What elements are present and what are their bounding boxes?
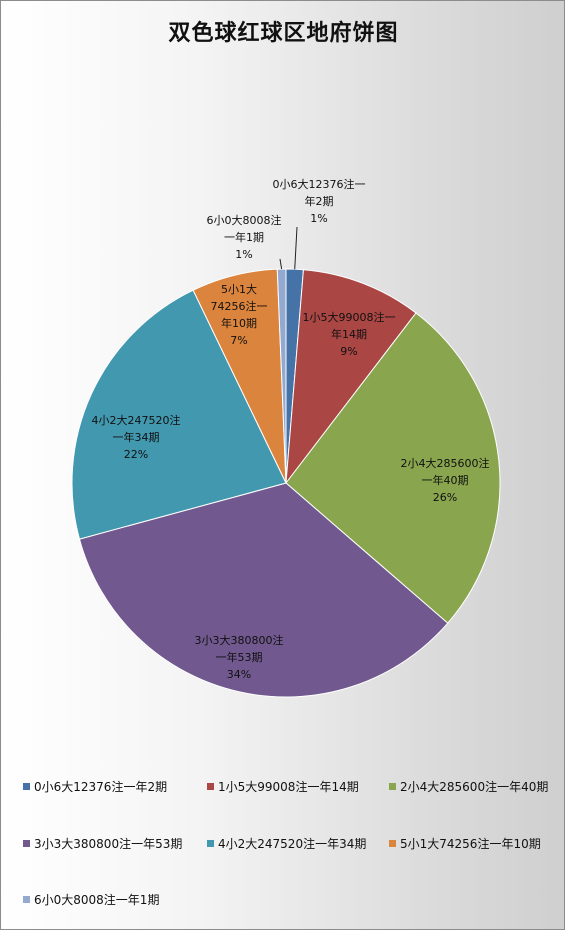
data-label-line: 26% (432, 490, 458, 504)
data-label-line: 3小3大380800注 (194, 633, 284, 647)
legend-label: 1小5大99008注一年14期 (218, 780, 359, 794)
legend-label: 0小6大12376注一年2期 (34, 780, 168, 794)
pie-slice (71, 289, 287, 540)
legend-label: 2小4大285600注一年40期 (400, 780, 549, 794)
legend-swatch (23, 783, 30, 790)
data-label-line: 7% (230, 334, 248, 347)
legend-item: 2小4大285600注一年40期 (389, 778, 548, 795)
data-label-line: 4小2大247520注 (91, 413, 181, 427)
legend-item: 3小3大380800注一年53期 (23, 835, 182, 852)
data-label-line: 1小5大99008注一 (302, 310, 396, 324)
leader-line (294, 226, 298, 270)
data-label-line: 74256注一 (210, 300, 268, 313)
leader-line (279, 258, 283, 270)
legend-swatch (23, 840, 30, 847)
data-label: 4小2大247520注 一年34期 22% (92, 412, 181, 463)
pie-slice (78, 482, 449, 698)
legend-item: 0小6大12376注一年2期 (23, 778, 167, 795)
legend-swatch (389, 840, 396, 847)
legend-swatch (207, 840, 214, 847)
data-label: 5小1大 74256注一 年10期 7% (211, 281, 268, 349)
legend-item: 6小0大8008注一年1期 (23, 891, 159, 908)
legend-swatch (23, 896, 30, 903)
data-label-line: 一年53期 (215, 650, 263, 664)
data-label: 3小3大380800注 一年53期 34% (195, 632, 284, 683)
legend-label: 4小2大247520注一年34期 (218, 837, 367, 851)
data-label-line: 年14期 (331, 327, 367, 341)
data-label: 6小0大8008注 一年1期 1% (207, 212, 282, 263)
data-label-line: 9% (340, 344, 358, 358)
legend-item: 4小2大247520注一年34期 (207, 835, 366, 852)
legend-item: 1小5大99008注一年14期 (207, 778, 359, 795)
data-label-line: 2小4大285600注 (400, 456, 490, 470)
data-label-line: 一年40期 (421, 473, 469, 487)
legend-label: 3小3大380800注一年53期 (34, 837, 183, 851)
data-label-line: 一年1期 (224, 230, 264, 244)
legend-swatch (207, 783, 214, 790)
data-label: 2小4大285600注 一年40期 26% (401, 455, 490, 506)
data-label-line: 5小1大 (221, 283, 257, 296)
data-label-line: 0小6大12376注一 (272, 177, 366, 191)
data-label-line: 1% (310, 211, 328, 225)
legend-item: 5小1大74256注一年10期 (389, 835, 541, 852)
pie-slice (285, 312, 501, 624)
legend-swatch (389, 783, 396, 790)
legend-label: 5小1大74256注一年10期 (400, 837, 541, 851)
data-label-line: 1% (235, 247, 253, 261)
chart-title: 双色球红球区地府饼图 (168, 21, 399, 46)
legend-label: 6小0大8008注一年1期 (34, 893, 160, 907)
data-label: 0小6大12376注一 年2期 1% (273, 176, 366, 227)
data-label: 1小5大99008注一 年14期 9% (303, 309, 396, 360)
data-label-line: 一年34期 (112, 430, 160, 444)
data-label-line: 年10期 (221, 317, 257, 330)
data-label-line: 34% (226, 667, 252, 681)
data-label-line: 22% (123, 447, 149, 461)
data-label-line: 6小0大8008注 (206, 213, 282, 227)
pie-slice (285, 269, 417, 485)
data-label-line: 年2期 (304, 194, 334, 208)
